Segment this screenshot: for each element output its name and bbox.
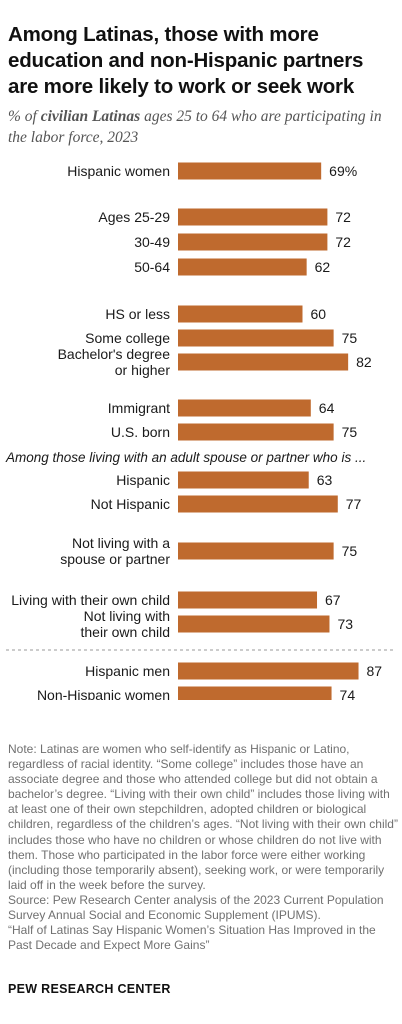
- category-label: U.S. born: [111, 424, 170, 440]
- bar-value-label: 73: [337, 616, 353, 632]
- bar: [178, 233, 328, 251]
- category-label: Hispanic women: [67, 163, 170, 179]
- subtitle-prefix: % of: [8, 108, 41, 125]
- bar: [178, 423, 334, 441]
- section-annotation: Among those living with an adult spouse …: [5, 450, 366, 465]
- category-label: Hispanic men: [85, 663, 170, 679]
- bar: [178, 208, 328, 226]
- bar-value-label: 64: [319, 400, 335, 416]
- category-label: Ages 25-29: [98, 209, 170, 225]
- category-label: Some college: [85, 330, 170, 346]
- bar-value-label: 63: [317, 472, 333, 488]
- note-text: Note: Latinas are women who self-identif…: [8, 742, 398, 892]
- bar-value-label: 75: [342, 330, 358, 346]
- category-label: HS or less: [105, 306, 170, 322]
- category-label: spouse or partner: [60, 551, 170, 567]
- bar-value-label: 75: [342, 543, 358, 559]
- bar: [178, 591, 318, 609]
- bar-value-label: 82: [356, 354, 372, 370]
- bar-value-label: 77: [346, 496, 362, 512]
- category-label: Living with their own child: [11, 592, 170, 608]
- category-label: Hispanic: [116, 472, 170, 488]
- subtitle-suffix: ages 25 to 64 who are participating in t…: [8, 108, 382, 146]
- category-label: 30-49: [134, 234, 170, 250]
- chart-subtitle: % of civilian Latinas ages 25 to 64 who …: [8, 106, 396, 148]
- bar: [178, 399, 311, 417]
- bar: [178, 662, 359, 680]
- category-label: Non-Hispanic women: [37, 687, 170, 700]
- bar-value-label: 74: [340, 687, 356, 700]
- bar-value-label: 72: [335, 209, 351, 225]
- bar: [178, 542, 334, 560]
- bar: [178, 471, 309, 489]
- bar: [178, 329, 334, 347]
- category-label: Immigrant: [108, 400, 170, 416]
- chart-title: Among Latinas, those with more education…: [8, 23, 364, 98]
- bar: [178, 615, 330, 633]
- bar-value-label: 69%: [329, 163, 357, 179]
- bar: [178, 305, 303, 323]
- report-title: “Half of Latinas Say Hispanic Women’s Si…: [8, 923, 376, 953]
- bar-value-label: 67: [325, 592, 341, 608]
- bar: [178, 686, 332, 700]
- bar-value-label: 60: [311, 306, 327, 322]
- category-label: their own child: [81, 624, 171, 640]
- bar: [178, 162, 322, 180]
- brand-logo: PEW RESEARCH CENTER: [8, 982, 171, 996]
- category-label: Bachelor's degree: [58, 346, 171, 362]
- bar-value-label: 75: [342, 424, 358, 440]
- source-text: Source: Pew Research Center analysis of …: [8, 892, 384, 923]
- bar-value-label: 87: [367, 663, 383, 679]
- subtitle-emphasis: civilian Latinas: [40, 108, 141, 125]
- category-label: Not Hispanic: [91, 496, 170, 512]
- bar-value-label: 62: [315, 259, 331, 275]
- bar: [178, 258, 307, 276]
- chart-notes: Note: Latinas are women who self-identif…: [8, 742, 400, 953]
- bar-chart: 69% Hispanic women 72 Ages 25-29 72 30-49 62 50…: [5, 162, 396, 700]
- bar-value-label: 72: [335, 234, 351, 250]
- category-label: Not living with: [84, 608, 170, 624]
- bar: [178, 353, 349, 371]
- category-label: or higher: [115, 362, 171, 378]
- category-label: Not living with a: [72, 535, 170, 551]
- bar: [178, 495, 338, 513]
- category-label: 50-64: [134, 259, 170, 275]
